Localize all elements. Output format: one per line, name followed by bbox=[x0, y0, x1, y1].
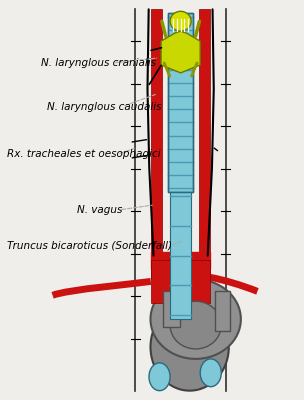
Bar bbox=[199, 9, 210, 280]
Text: Truncus bicaroticus (Sonderfall): Truncus bicaroticus (Sonderfall) bbox=[7, 241, 172, 251]
Text: N. larynglous caudalis: N. larynglous caudalis bbox=[47, 102, 161, 112]
Ellipse shape bbox=[170, 301, 221, 349]
Bar bbox=[168, 13, 193, 192]
Ellipse shape bbox=[200, 359, 221, 387]
Bar bbox=[151, 260, 210, 303]
Text: Rx. tracheales et oesophagici: Rx. tracheales et oesophagici bbox=[7, 149, 161, 159]
Text: N. vagus: N. vagus bbox=[77, 205, 122, 215]
Text: N. larynglous cranialis: N. larynglous cranialis bbox=[40, 58, 156, 68]
Bar bbox=[170, 192, 192, 319]
Bar bbox=[168, 13, 193, 192]
Ellipse shape bbox=[150, 303, 229, 391]
Bar bbox=[215, 291, 230, 331]
Ellipse shape bbox=[149, 363, 170, 391]
Polygon shape bbox=[161, 31, 200, 73]
Bar bbox=[163, 291, 180, 327]
Ellipse shape bbox=[170, 11, 191, 31]
Ellipse shape bbox=[150, 280, 241, 359]
Bar bbox=[151, 9, 162, 280]
